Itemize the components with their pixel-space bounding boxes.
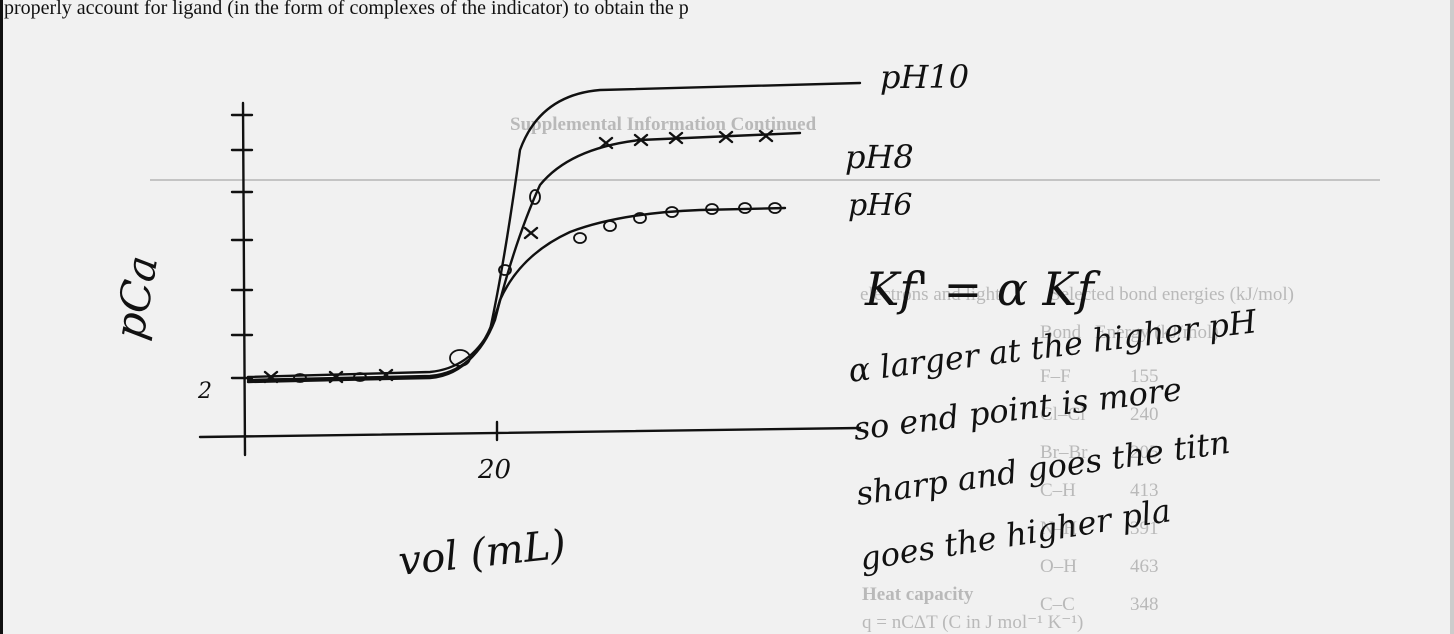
header-text: properly account for ligand (in the form… xyxy=(4,0,689,19)
page: properly account for ligand (in the form… xyxy=(0,0,1454,634)
bg-table-cell: 463 xyxy=(1130,556,1159,577)
note: Kf' = α Kf xyxy=(864,262,1101,316)
right-edge xyxy=(1450,0,1454,634)
curve-label: pH10 xyxy=(880,58,969,96)
bg-table-cell: 348 xyxy=(1130,594,1159,615)
curve-label: pH8 xyxy=(845,138,914,176)
bg-table-cell: O–H xyxy=(1040,556,1077,577)
left-edge xyxy=(0,0,3,634)
x-tick-label: 20 xyxy=(477,455,511,485)
curve-label: pH6 xyxy=(848,188,912,223)
y-tick-label: 2 xyxy=(197,379,212,404)
bg-heat-formula: q = nCΔT (C in J mol⁻¹ K⁻¹) xyxy=(862,612,1083,633)
bg-heat-title: Heat capacity xyxy=(862,584,974,605)
